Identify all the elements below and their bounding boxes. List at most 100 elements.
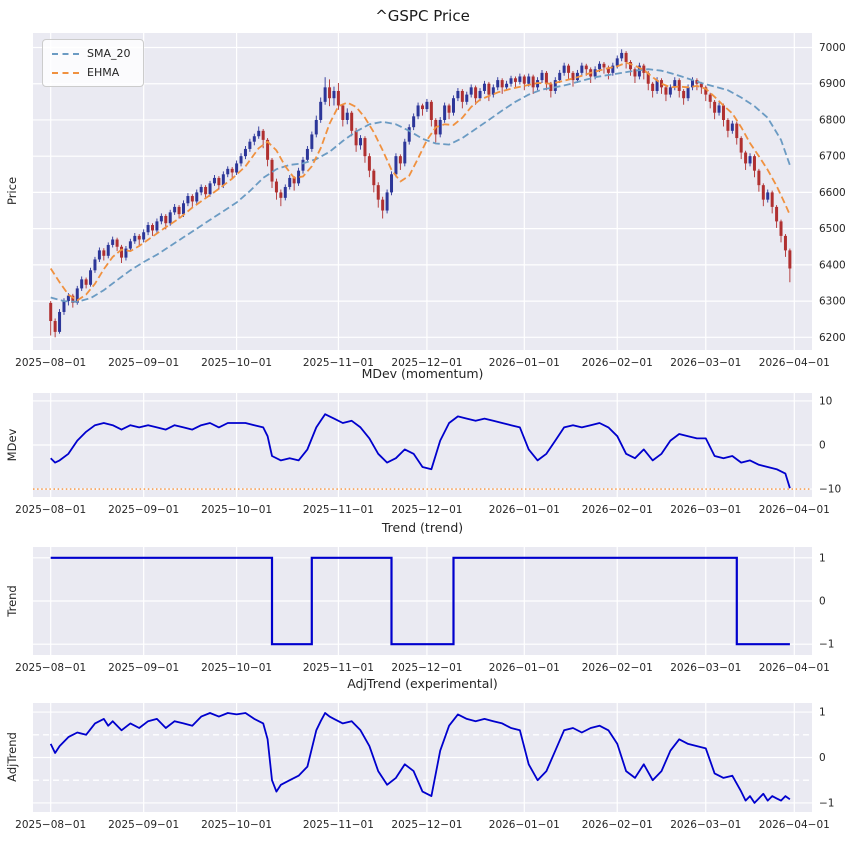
subtitle-adjtrend: AdjTrend (experimental)	[347, 676, 498, 691]
tick-label: 2026−03−01	[670, 504, 741, 516]
candle-body	[345, 112, 349, 120]
plot-background	[33, 33, 812, 350]
candle-body	[752, 156, 756, 171]
candle-body	[106, 244, 110, 256]
candle-body	[297, 170, 301, 184]
sma_20-line	[50, 68, 791, 303]
candle-body	[651, 83, 655, 91]
figure-title: ^GSPC Price	[375, 7, 470, 25]
candle-body	[593, 69, 597, 77]
tick-label: 2025−12−01	[391, 504, 462, 516]
legend: SMA_20 EHMA	[42, 39, 144, 87]
tick-label: 2025−11−01	[303, 662, 374, 674]
x-tick-labels: 2025−08−01 2025−09−01 2025−10−01 2025−11−01…	[15, 357, 830, 369]
x-tick-labels: 2025−08−01 2025−09−01 2025−10−01 2025−11−01…	[15, 504, 830, 516]
grid-layer	[33, 703, 812, 812]
candle-body	[549, 83, 553, 91]
tick-label: 2025−12−01	[391, 357, 462, 369]
tick-label: 6700	[819, 151, 846, 163]
y-tick-labels: −1 0 1	[819, 552, 834, 650]
candle-body	[102, 250, 106, 256]
candle-body	[421, 105, 424, 110]
candle-body	[217, 177, 221, 186]
trend-line	[50, 556, 790, 646]
candle-body	[49, 302, 53, 322]
candle-body	[567, 65, 571, 73]
candle-body	[500, 80, 504, 88]
candle-body	[266, 139, 270, 160]
candle-body	[496, 80, 500, 88]
candle-body	[407, 127, 411, 142]
candle-body	[478, 90, 482, 99]
candle-body	[97, 250, 101, 260]
candle-body	[186, 196, 190, 204]
candle-body	[465, 94, 469, 102]
tick-label: −10	[819, 484, 841, 496]
tick-label: 2025−09−01	[108, 662, 179, 674]
candle-body	[531, 76, 535, 88]
candle-body	[319, 101, 323, 120]
candle-body	[451, 98, 455, 113]
candle-body	[580, 65, 584, 73]
candle-body	[305, 148, 309, 160]
candle-body	[615, 58, 619, 66]
tick-label: 2026−04−01	[759, 819, 830, 831]
candle-body	[788, 250, 792, 269]
candle-body	[668, 87, 672, 95]
tick-label: 2025−11−01	[303, 504, 374, 516]
tick-label: 6600	[819, 187, 846, 199]
candle-body	[717, 105, 721, 113]
candle-body	[469, 87, 473, 95]
tick-label: 2025−12−01	[391, 662, 462, 674]
candle-body	[527, 76, 531, 84]
candle-body	[292, 177, 296, 184]
ylabel-mdev: MDev	[5, 428, 19, 462]
tick-label: 2025−08−01	[15, 357, 86, 369]
adjtrend-line	[49, 712, 791, 804]
candle-body	[721, 105, 725, 120]
candle-body	[416, 105, 420, 117]
candle-body	[474, 87, 478, 99]
candle-body	[562, 65, 566, 73]
candle-body	[540, 72, 544, 81]
candle-body	[646, 72, 650, 84]
tick-label: 2026−02−01	[582, 504, 653, 516]
tick-label: 2026−01−01	[489, 662, 560, 674]
tick-label: 2026−04−01	[759, 504, 830, 516]
candle-body	[235, 163, 239, 173]
candle-body	[111, 239, 115, 245]
candle-body	[761, 185, 765, 200]
candle-body	[735, 123, 739, 139]
candle-body	[518, 76, 522, 82]
candle-body	[199, 186, 203, 193]
candle-body	[151, 225, 155, 231]
candle-body	[447, 105, 451, 113]
candle-body	[80, 279, 84, 289]
candle-body	[425, 101, 429, 110]
ylabel-price: Price	[5, 176, 19, 206]
candle-body	[270, 159, 274, 182]
candle-body	[682, 90, 686, 99]
candle-body	[128, 241, 132, 249]
candle-body	[491, 87, 495, 95]
candle-body	[204, 186, 208, 195]
tick-label: 1	[819, 552, 826, 564]
candle-body	[708, 94, 712, 102]
candle-body	[248, 141, 252, 149]
candle-body	[350, 112, 354, 131]
legend-label-sma20: SMA_20	[87, 47, 131, 60]
tick-label: 2026−03−01	[670, 662, 741, 674]
legend-item-sma20: SMA_20	[52, 47, 131, 60]
candle-body	[739, 138, 743, 153]
tick-label: 2025−10−01	[201, 357, 272, 369]
candle-body	[482, 83, 486, 91]
candle-body	[155, 221, 159, 231]
candle-body	[323, 87, 327, 102]
candle-body	[558, 72, 562, 81]
candle-body	[633, 69, 637, 77]
tick-label: 2026−03−01	[670, 357, 741, 369]
candle-body	[274, 181, 278, 193]
candle-body	[553, 80, 557, 91]
candle-body	[367, 156, 371, 171]
